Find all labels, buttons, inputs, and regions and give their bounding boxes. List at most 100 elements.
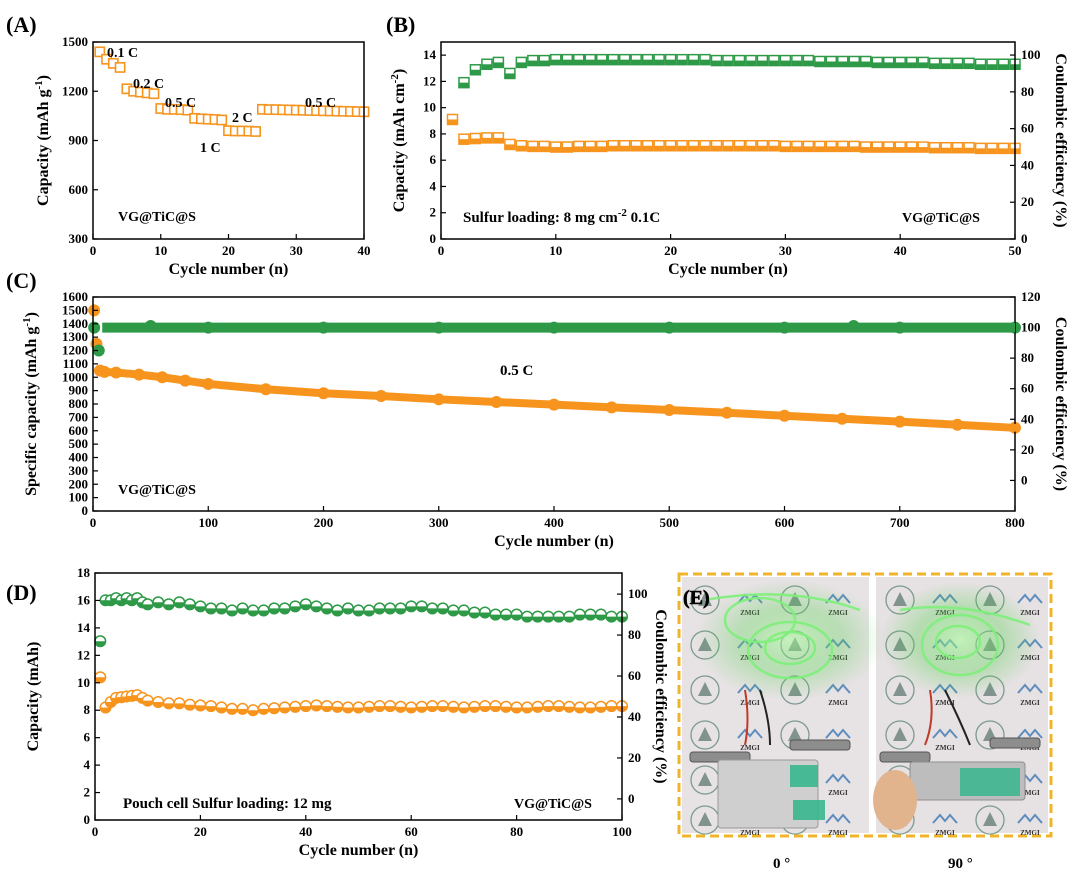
y2-tick-label: 20 <box>1021 194 1034 209</box>
data-point-efficiency-fill <box>226 610 238 616</box>
y2-tick-label: 100 <box>628 586 648 601</box>
data-point-capacity-fill <box>711 145 722 151</box>
hand <box>873 770 917 830</box>
data-point-capacity-fill <box>469 706 480 713</box>
y-tick-label: 300 <box>69 231 89 246</box>
x-axis-title: Cycle number (n) <box>169 261 289 278</box>
logo-star <box>893 682 907 696</box>
logo-text: ZMGI <box>1020 829 1040 837</box>
data-point-efficiency-fill <box>469 612 480 618</box>
data-point-efficiency-fill <box>872 62 883 68</box>
data-point-capacity-fill <box>426 706 438 712</box>
data-point-capacity-fill <box>918 147 929 153</box>
data-point-efficiency-fill <box>542 616 554 622</box>
annotation: VG@TiC@S <box>514 797 592 812</box>
plot-frame <box>94 572 623 821</box>
data-point-efficiency-fill <box>258 610 269 616</box>
data-point-efficiency-fill <box>964 63 975 69</box>
data-point-efficiency-fill <box>606 616 617 622</box>
logo-mountain <box>1017 593 1043 604</box>
data-point-capacity-fill <box>929 147 940 153</box>
y-tick-label: 10 <box>77 675 90 690</box>
data-point-efficiency-fill <box>268 608 280 614</box>
data-point-capacity-fill <box>803 146 814 152</box>
data-point-capacity-fill <box>700 145 711 151</box>
y-tick-label: 0 <box>82 503 89 518</box>
data-point-efficiency-fill <box>860 61 871 67</box>
x-tick-label: 40 <box>894 243 907 258</box>
y2-tick-label: 20 <box>1021 442 1034 457</box>
data-point-efficiency-fill <box>941 63 952 69</box>
y2-tick-label: 80 <box>1021 350 1034 365</box>
data-point-capacity-fill <box>395 706 406 713</box>
data-point-efficiency-fill <box>619 59 630 65</box>
y-tick-label: 4 <box>84 757 91 772</box>
data-point-efficiency-fill <box>321 608 333 614</box>
data-point-capacity-fill <box>94 677 106 683</box>
data-point-efficiency-fill <box>511 614 522 620</box>
data-point-efficiency-fill <box>416 606 428 612</box>
data-point-capacity <box>94 46 106 58</box>
logo-seal <box>975 720 1005 750</box>
data-point-capacity-fill <box>608 145 619 151</box>
data-point-capacity-fill <box>883 147 894 153</box>
data-point-efficiency-fill <box>734 60 745 66</box>
data-point-efficiency-fill <box>665 59 676 65</box>
data-point-capacity-fill <box>516 145 527 151</box>
led-strip-right <box>899 605 1031 677</box>
data-point-capacity-fill <box>723 145 733 151</box>
data-point-efficiency <box>88 321 101 334</box>
data-point-efficiency-fill <box>289 606 301 612</box>
y-tick-label: 100 <box>69 490 89 505</box>
data-point-efficiency-fill <box>384 608 396 614</box>
y2-tick-label: 80 <box>1021 84 1034 99</box>
logo-star <box>698 772 712 786</box>
data-point-efficiency-fill <box>374 608 385 614</box>
data-point-efficiency-fill <box>700 59 711 65</box>
y-tick-label: 18 <box>77 565 91 580</box>
y-tick-label: 1500 <box>62 302 88 317</box>
data-point-efficiency-fill <box>458 610 470 616</box>
annotation: 0.5 C <box>305 96 336 111</box>
data-point-efficiency-fill <box>849 61 860 67</box>
data-point-capacity-fill <box>205 706 217 712</box>
x-tick-label: 800 <box>1005 515 1025 530</box>
data-point-efficiency-fill <box>437 608 449 614</box>
logo-text: ZMGI <box>935 744 955 752</box>
data-point-capacity-fill <box>585 707 596 713</box>
data-point-capacity-fill <box>258 708 269 715</box>
y-axis-title: Capacity (mAh g-1) <box>33 75 52 206</box>
panel-label-a: (A) <box>6 12 37 37</box>
data-point-efficiency-fill <box>479 612 491 618</box>
y2-axis-title: Coulombic efficiency (%) <box>1052 53 1069 227</box>
x-axis-title: Cycle number (n) <box>494 533 614 550</box>
y-tick-label: 800 <box>69 396 89 411</box>
y-tick-label: 600 <box>69 423 89 438</box>
capacity-band <box>100 367 1019 432</box>
x-tick-label: 10 <box>154 243 167 258</box>
led-strip-left <box>704 593 861 680</box>
data-point-efficiency-fill <box>363 610 375 616</box>
y-tick-label: 1300 <box>62 329 88 344</box>
logo-text: ZMGI <box>1020 789 1040 797</box>
y-tick-label: 2 <box>430 205 437 220</box>
data-point-capacity-fill <box>542 706 554 712</box>
x-tick-label: 0 <box>438 243 445 258</box>
data-point-efficiency-fill <box>826 61 837 67</box>
data-point-capacity-fill <box>521 707 533 713</box>
data-point-capacity-fill <box>226 708 238 715</box>
data-point-capacity-fill <box>332 706 343 713</box>
data-point-efficiency-fill <box>500 614 512 620</box>
data-point-capacity-fill <box>550 147 561 153</box>
data-point-efficiency-fill <box>174 602 185 608</box>
chart-panel-b: 0 10 20 30 40 5002468101214020406080100Cycle … <box>389 41 1069 278</box>
data-point-capacity-fill <box>470 138 481 144</box>
data-point-capacity-fill <box>511 707 522 713</box>
data-point-capacity-fill <box>677 145 688 151</box>
logo-seal <box>690 720 720 750</box>
logo-text: ZMGI <box>935 829 955 837</box>
data-point-capacity-fill <box>688 145 699 151</box>
data-point-efficiency-fill <box>585 614 596 620</box>
data-point-capacity-fill <box>564 706 575 713</box>
logo-mountain <box>825 813 851 824</box>
